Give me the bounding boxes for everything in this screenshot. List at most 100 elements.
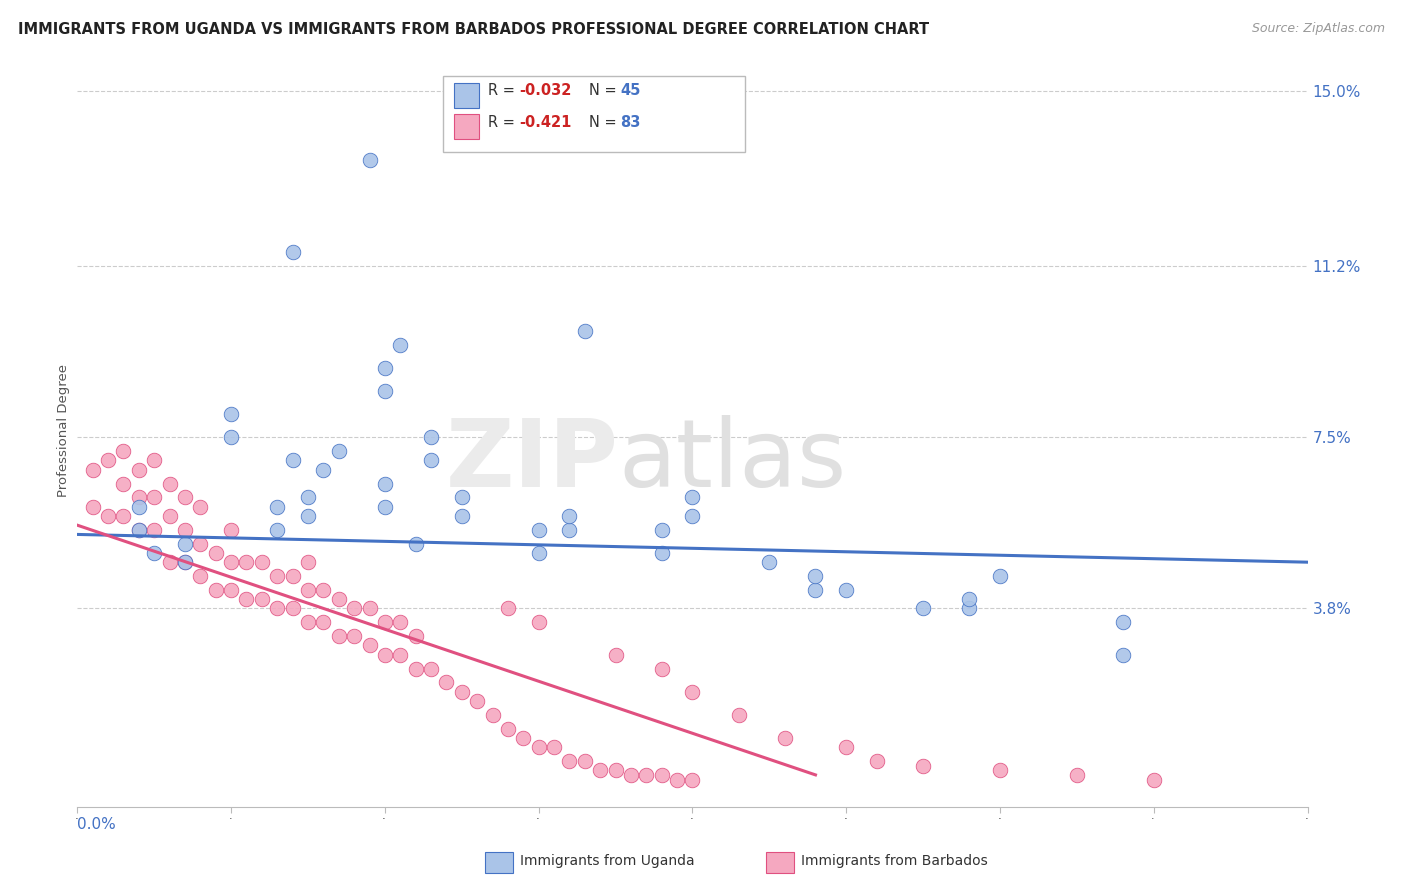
Point: [374, 615, 396, 630]
Point: [666, 772, 689, 787]
Point: [266, 569, 288, 583]
Point: [512, 731, 534, 745]
Point: [97, 453, 120, 467]
Point: [1066, 768, 1088, 782]
Point: [235, 555, 257, 569]
Point: [82, 463, 104, 477]
Point: [174, 555, 197, 569]
Point: [204, 546, 226, 560]
Point: [374, 476, 396, 491]
Point: [297, 508, 319, 523]
Text: IMMIGRANTS FROM UGANDA VS IMMIGRANTS FROM BARBADOS PROFESSIONAL DEGREE CORRELATI: IMMIGRANTS FROM UGANDA VS IMMIGRANTS FRO…: [18, 22, 929, 37]
Point: [804, 569, 827, 583]
Point: [143, 453, 166, 467]
Point: [266, 601, 288, 615]
Point: [266, 500, 288, 514]
Point: [496, 601, 519, 615]
Point: [682, 508, 704, 523]
Text: atlas: atlas: [619, 415, 846, 507]
Point: [112, 476, 135, 491]
Point: [804, 582, 827, 597]
Point: [420, 430, 443, 444]
Point: [297, 615, 319, 630]
Point: [636, 768, 658, 782]
Text: 83: 83: [620, 115, 640, 129]
Point: [219, 523, 242, 537]
Point: [190, 537, 212, 551]
Point: [682, 772, 704, 787]
Point: [328, 592, 350, 607]
Text: N =: N =: [589, 115, 621, 129]
Point: [682, 491, 704, 505]
Point: [190, 569, 212, 583]
Point: [343, 629, 366, 643]
Point: [128, 500, 150, 514]
Point: [82, 500, 104, 514]
Point: [219, 555, 242, 569]
Point: [266, 523, 288, 537]
Text: R =: R =: [488, 115, 519, 129]
Point: [589, 764, 612, 778]
Point: [328, 629, 350, 643]
Point: [297, 582, 319, 597]
Point: [481, 707, 503, 722]
Point: [957, 592, 980, 607]
Point: [651, 661, 673, 675]
Point: [174, 491, 197, 505]
Text: -0.032: -0.032: [519, 84, 571, 98]
Text: 45: 45: [620, 84, 640, 98]
Point: [297, 555, 319, 569]
Point: [912, 601, 935, 615]
Point: [912, 758, 935, 772]
Point: [250, 555, 273, 569]
Point: [281, 569, 304, 583]
Point: [281, 245, 304, 260]
Point: [527, 615, 550, 630]
Point: [835, 582, 858, 597]
Text: R =: R =: [488, 84, 519, 98]
Point: [682, 684, 704, 698]
Point: [558, 523, 581, 537]
Text: -0.421: -0.421: [519, 115, 571, 129]
Point: [174, 555, 197, 569]
Point: [343, 601, 366, 615]
Point: [558, 754, 581, 768]
Point: [281, 453, 304, 467]
Point: [359, 639, 381, 653]
Point: [450, 508, 472, 523]
Point: [374, 361, 396, 376]
Point: [359, 153, 381, 167]
Point: [159, 555, 181, 569]
Point: [128, 523, 150, 537]
Point: [112, 508, 135, 523]
Point: [465, 694, 488, 708]
Point: [436, 675, 458, 690]
Point: [143, 523, 166, 537]
Point: [651, 523, 673, 537]
Point: [1112, 648, 1135, 662]
Text: N =: N =: [589, 84, 621, 98]
Point: [328, 444, 350, 458]
Text: Source: ZipAtlas.com: Source: ZipAtlas.com: [1251, 22, 1385, 36]
Point: [405, 537, 427, 551]
Point: [374, 500, 396, 514]
Point: [190, 500, 212, 514]
Point: [773, 731, 796, 745]
Point: [389, 338, 412, 352]
Point: [174, 523, 197, 537]
Point: [558, 508, 581, 523]
Point: [405, 629, 427, 643]
Point: [651, 768, 673, 782]
Point: [405, 661, 427, 675]
Point: [527, 523, 550, 537]
Point: [374, 648, 396, 662]
Point: [128, 491, 150, 505]
Point: [359, 601, 381, 615]
Point: [281, 601, 304, 615]
Point: [574, 324, 596, 338]
Point: [543, 740, 565, 755]
Text: Immigrants from Barbados: Immigrants from Barbados: [801, 854, 988, 868]
Point: [1143, 772, 1166, 787]
Point: [159, 476, 181, 491]
Point: [128, 463, 150, 477]
